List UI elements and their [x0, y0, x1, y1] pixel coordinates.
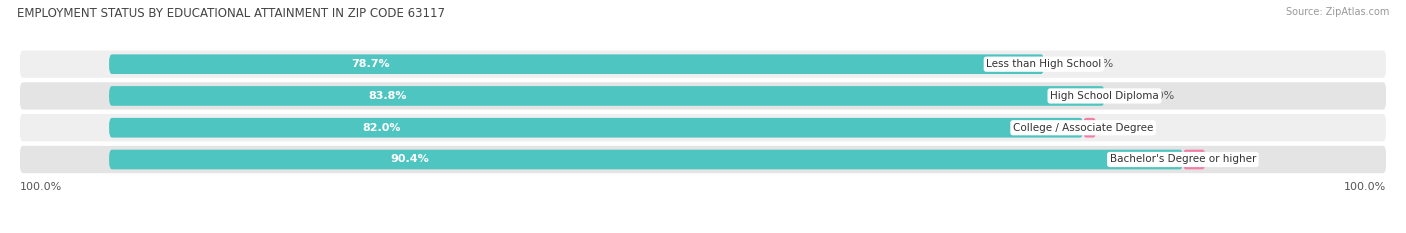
FancyBboxPatch shape — [20, 51, 1386, 78]
Text: 82.0%: 82.0% — [363, 123, 401, 133]
FancyBboxPatch shape — [20, 146, 1386, 173]
Text: 0.0%: 0.0% — [1146, 91, 1174, 101]
FancyBboxPatch shape — [110, 150, 1182, 169]
FancyBboxPatch shape — [110, 54, 1043, 74]
Text: 100.0%: 100.0% — [1344, 182, 1386, 192]
Text: College / Associate Degree: College / Associate Degree — [1012, 123, 1153, 133]
Text: 83.8%: 83.8% — [368, 91, 408, 101]
Text: Bachelor's Degree or higher: Bachelor's Degree or higher — [1109, 154, 1256, 164]
Text: 100.0%: 100.0% — [20, 182, 62, 192]
Text: Less than High School: Less than High School — [986, 59, 1101, 69]
FancyBboxPatch shape — [20, 114, 1386, 141]
Text: EMPLOYMENT STATUS BY EDUCATIONAL ATTAINMENT IN ZIP CODE 63117: EMPLOYMENT STATUS BY EDUCATIONAL ATTAINM… — [17, 7, 444, 20]
Text: 0.0%: 0.0% — [1085, 59, 1114, 69]
Text: 78.7%: 78.7% — [352, 59, 389, 69]
FancyBboxPatch shape — [1182, 150, 1205, 169]
Text: 1.1%: 1.1% — [1114, 123, 1142, 133]
Text: 1.9%: 1.9% — [1223, 154, 1251, 164]
FancyBboxPatch shape — [1083, 118, 1097, 137]
FancyBboxPatch shape — [110, 86, 1105, 106]
Text: 90.4%: 90.4% — [391, 154, 429, 164]
Text: Source: ZipAtlas.com: Source: ZipAtlas.com — [1285, 7, 1389, 17]
FancyBboxPatch shape — [110, 118, 1083, 137]
Text: High School Diploma: High School Diploma — [1050, 91, 1159, 101]
FancyBboxPatch shape — [20, 82, 1386, 110]
